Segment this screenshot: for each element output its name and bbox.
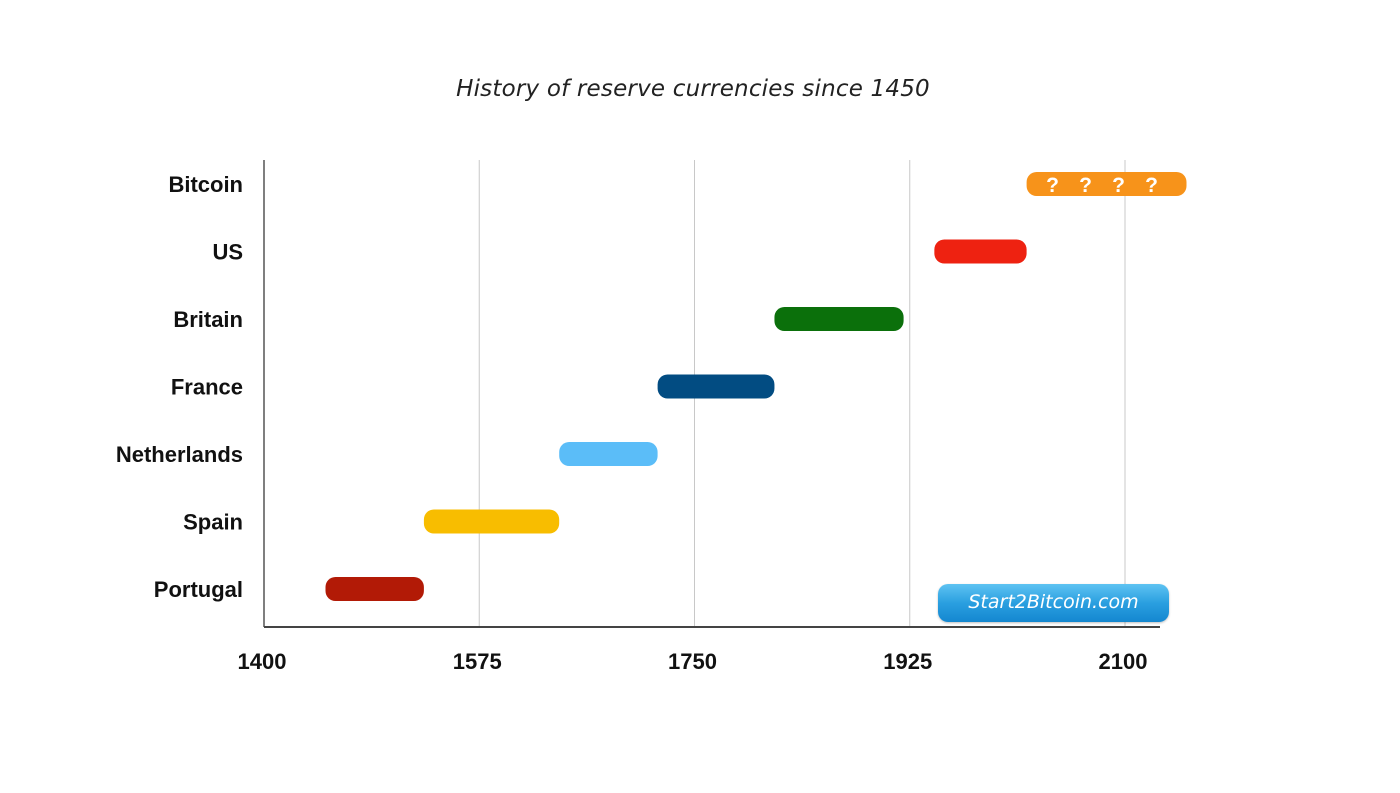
unknown-label: ?: [1046, 174, 1059, 197]
x-tick-label: 1750: [668, 649, 717, 674]
axes: [263, 160, 1160, 628]
category-label: Portugal: [154, 577, 243, 602]
category-label: France: [171, 375, 243, 400]
unknown-label: ?: [1145, 174, 1158, 197]
chart-title: History of reserve currencies since 1450: [456, 76, 930, 102]
range-bar: [774, 307, 904, 331]
range-bar: [325, 577, 424, 601]
grid-lines: [478, 160, 1126, 627]
range-bar: [559, 442, 658, 466]
range-bars: ????: [325, 172, 1187, 601]
unknown-label: ?: [1079, 174, 1092, 197]
category-label: Bitcoin: [168, 172, 243, 197]
category-label: Spain: [183, 510, 243, 535]
x-tick-label: 1575: [453, 649, 502, 674]
x-tick-label: 1400: [238, 649, 287, 674]
y-axis-labels: Bitcoin US Britain France Netherlands Spain Po…: [116, 172, 243, 602]
x-tick-label: 2100: [1099, 649, 1148, 674]
range-bar: [934, 239, 1027, 264]
range-bar: [657, 374, 775, 399]
category-label: Netherlands: [116, 442, 243, 467]
x-axis-labels: 1400 1575 1750 1925 2100: [238, 649, 1148, 674]
watermark-badge: Start2Bitcoin.com: [938, 584, 1169, 622]
range-bar: [1026, 172, 1187, 196]
category-label: Britain: [173, 307, 243, 332]
range-bar: [423, 509, 560, 534]
category-label: US: [212, 240, 243, 265]
unknown-label: ?: [1112, 174, 1125, 197]
x-tick-label: 1925: [883, 649, 932, 674]
